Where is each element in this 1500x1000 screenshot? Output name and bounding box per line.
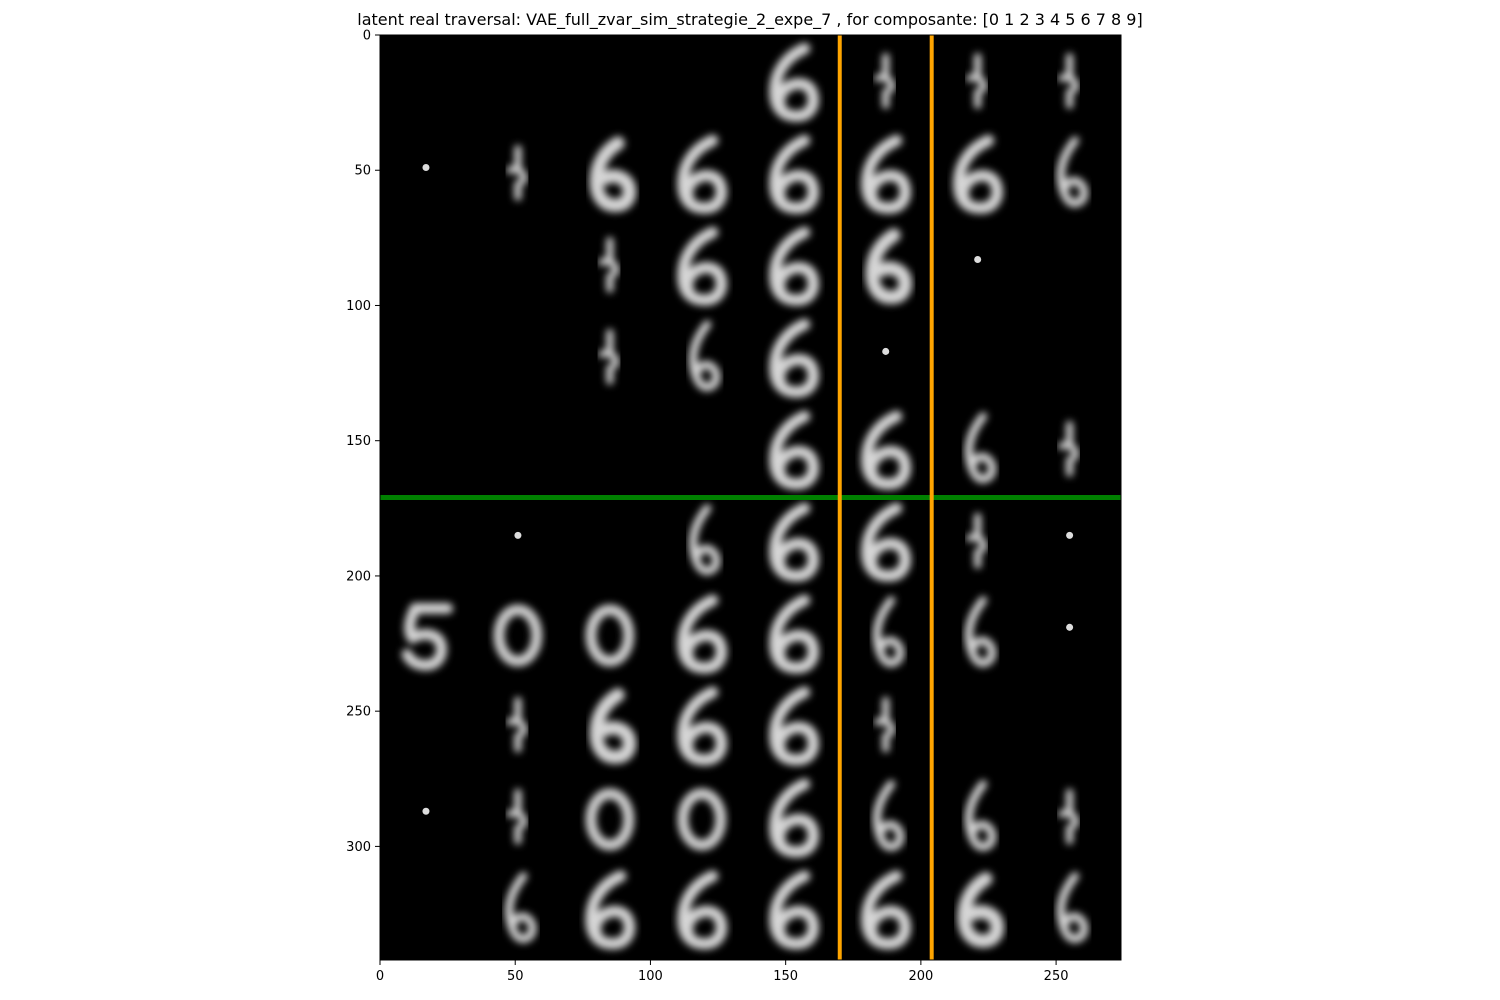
cell-six bbox=[769, 778, 820, 858]
cell-six bbox=[861, 502, 911, 582]
y-axis: 0 50 100 150 200 250 300 bbox=[346, 29, 380, 855]
cell-six-blob bbox=[865, 228, 913, 305]
cell-fragment bbox=[966, 53, 988, 109]
cell-speck bbox=[882, 347, 890, 355]
cell-fragment bbox=[874, 53, 896, 109]
cell-speck bbox=[1066, 623, 1074, 631]
cell-six-blob bbox=[589, 136, 637, 213]
cell-fragment bbox=[506, 145, 528, 201]
cell-six bbox=[769, 870, 820, 950]
cell-six bbox=[677, 594, 728, 674]
cell-six-thin bbox=[964, 412, 997, 484]
cell-zero bbox=[585, 604, 635, 667]
cell-six bbox=[677, 134, 728, 214]
cell-six-thin bbox=[1056, 872, 1089, 943]
cell-fragment bbox=[506, 788, 528, 845]
cell-speck bbox=[422, 807, 430, 815]
cell-six bbox=[861, 870, 911, 950]
cell-six-thin bbox=[964, 780, 997, 851]
cell-fragment bbox=[1057, 420, 1080, 477]
cell-six bbox=[677, 870, 728, 950]
cell-six bbox=[769, 594, 820, 674]
cell-speck bbox=[422, 164, 430, 172]
cell-six-thin bbox=[689, 320, 721, 392]
cell-six bbox=[677, 226, 728, 306]
cell-speck bbox=[514, 531, 522, 539]
cell-six-thin bbox=[872, 780, 905, 851]
x-tick-label: 200 bbox=[908, 969, 933, 984]
cell-six bbox=[585, 870, 636, 950]
cell-six bbox=[769, 502, 820, 582]
plot-frame bbox=[379, 34, 1122, 961]
cell-six-thin bbox=[689, 504, 721, 576]
cell-six bbox=[677, 686, 728, 766]
cell-six bbox=[861, 134, 911, 214]
cell-speck bbox=[1066, 531, 1074, 539]
y-tick-label: 200 bbox=[346, 569, 371, 584]
cell-zero bbox=[585, 788, 635, 851]
cell-fragment bbox=[598, 237, 620, 293]
overlay-lines bbox=[380, 35, 1121, 960]
cell-six-thin bbox=[505, 872, 537, 943]
cell-six bbox=[769, 318, 820, 398]
cell-six-thin bbox=[964, 596, 997, 668]
image-cells bbox=[401, 42, 1089, 950]
cell-six bbox=[769, 42, 820, 122]
y-tick-label: 100 bbox=[346, 299, 371, 314]
cell-six bbox=[769, 226, 820, 306]
y-tick-label: 250 bbox=[346, 705, 371, 720]
y-tick-label: 300 bbox=[346, 840, 371, 855]
cell-six bbox=[769, 410, 820, 490]
cell-six-blob bbox=[589, 688, 637, 764]
cell-six bbox=[769, 686, 820, 766]
y-tick-label: 150 bbox=[346, 434, 371, 449]
x-axis: 0 50 100 150 200 250 bbox=[376, 960, 1069, 984]
cell-six bbox=[861, 410, 911, 490]
cell-fragment bbox=[506, 696, 528, 753]
cell-six bbox=[953, 134, 1003, 214]
x-tick-label: 250 bbox=[1044, 969, 1069, 984]
x-tick-label: 50 bbox=[507, 969, 524, 984]
y-tick-label: 50 bbox=[354, 164, 371, 179]
cell-fragment bbox=[1057, 788, 1080, 845]
x-tick-label: 100 bbox=[638, 969, 663, 984]
cell-zero bbox=[493, 604, 543, 667]
cell-fragment bbox=[1057, 53, 1080, 109]
x-tick-label: 150 bbox=[773, 969, 798, 984]
cell-five bbox=[401, 602, 454, 671]
cell-six-blob bbox=[957, 872, 1004, 948]
chart-title: latent real traversal: VAE_full_zvar_sim… bbox=[357, 10, 1143, 29]
cell-six-thin bbox=[1056, 136, 1089, 208]
cell-six-thin bbox=[872, 596, 905, 668]
cell-fragment bbox=[874, 696, 896, 753]
cell-fragment bbox=[598, 328, 620, 385]
x-tick-label: 0 bbox=[376, 969, 384, 984]
cell-speck bbox=[974, 255, 982, 264]
y-tick-label: 0 bbox=[363, 29, 371, 44]
cell-fragment bbox=[966, 512, 988, 569]
cell-six bbox=[769, 134, 820, 214]
cell-zero bbox=[677, 788, 727, 851]
